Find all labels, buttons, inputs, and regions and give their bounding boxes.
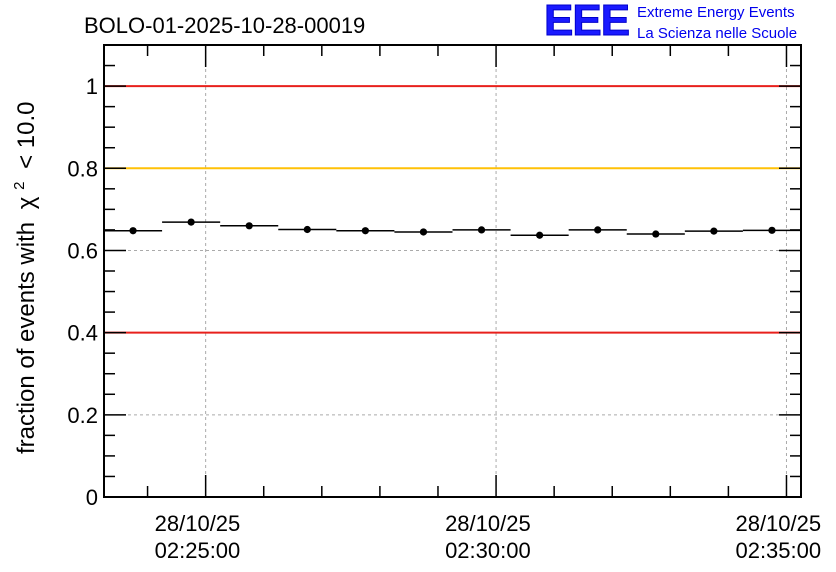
logo-mark: EEE <box>543 0 630 45</box>
y-tick-label: 1 <box>86 74 98 99</box>
axes-ticks: 00.20.40.60.8128/10/2502:25:0028/10/2502… <box>67 45 821 563</box>
x-tick-label-date: 28/10/25 <box>155 511 241 536</box>
data-point <box>303 225 311 234</box>
data-point <box>536 231 544 239</box>
y-tick-label: 0.8 <box>67 156 98 181</box>
x-tick-label-time: 02:35:00 <box>735 538 821 563</box>
logo-line-2: La Scienza nelle Scuole <box>637 25 798 42</box>
y-tick-label: 0.4 <box>67 321 98 346</box>
data-point <box>652 230 660 238</box>
y-axis-label-symbol: χ <box>13 196 40 209</box>
y-tick-label: 0 <box>86 485 98 510</box>
grid <box>104 45 801 497</box>
data-point <box>594 226 602 234</box>
x-tick-label-time: 02:30:00 <box>445 538 531 563</box>
x-tick-label-date: 28/10/25 <box>735 511 821 536</box>
x-tick-label-time: 02:25:00 <box>155 538 241 563</box>
data-point <box>187 218 195 226</box>
data-point <box>361 227 369 235</box>
y-axis-label-text: fraction of events with <box>13 222 40 454</box>
chart-title: BOLO-01-2025-10-28-00019 <box>84 13 365 38</box>
y-axis-label-suffix: < 10.0 <box>13 102 40 169</box>
data-point <box>245 222 253 230</box>
y-axis-label: fraction of events with χ 2 < 10.0 <box>3 102 40 455</box>
data-series <box>104 218 801 239</box>
data-point <box>419 228 428 236</box>
plot-frame <box>103 44 802 498</box>
data-point <box>768 226 776 234</box>
y-tick-label: 0.2 <box>67 403 98 428</box>
reference-lines <box>104 85 801 334</box>
data-point <box>477 226 486 234</box>
x-tick-label-date: 28/10/25 <box>445 511 531 536</box>
data-point <box>129 227 137 235</box>
eee-logo: EEE Extreme Energy Events La Scienza nel… <box>543 0 836 46</box>
y-tick-label: 0.6 <box>67 238 98 263</box>
y-axis-label-superscript: 2 <box>11 182 28 190</box>
logo-line-1: Extreme Energy Events <box>637 4 795 21</box>
data-point <box>710 227 718 235</box>
